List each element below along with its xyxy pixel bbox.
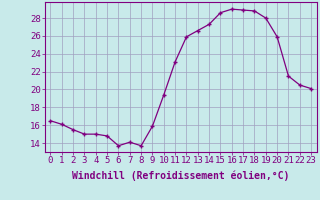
X-axis label: Windchill (Refroidissement éolien,°C): Windchill (Refroidissement éolien,°C) bbox=[72, 171, 290, 181]
